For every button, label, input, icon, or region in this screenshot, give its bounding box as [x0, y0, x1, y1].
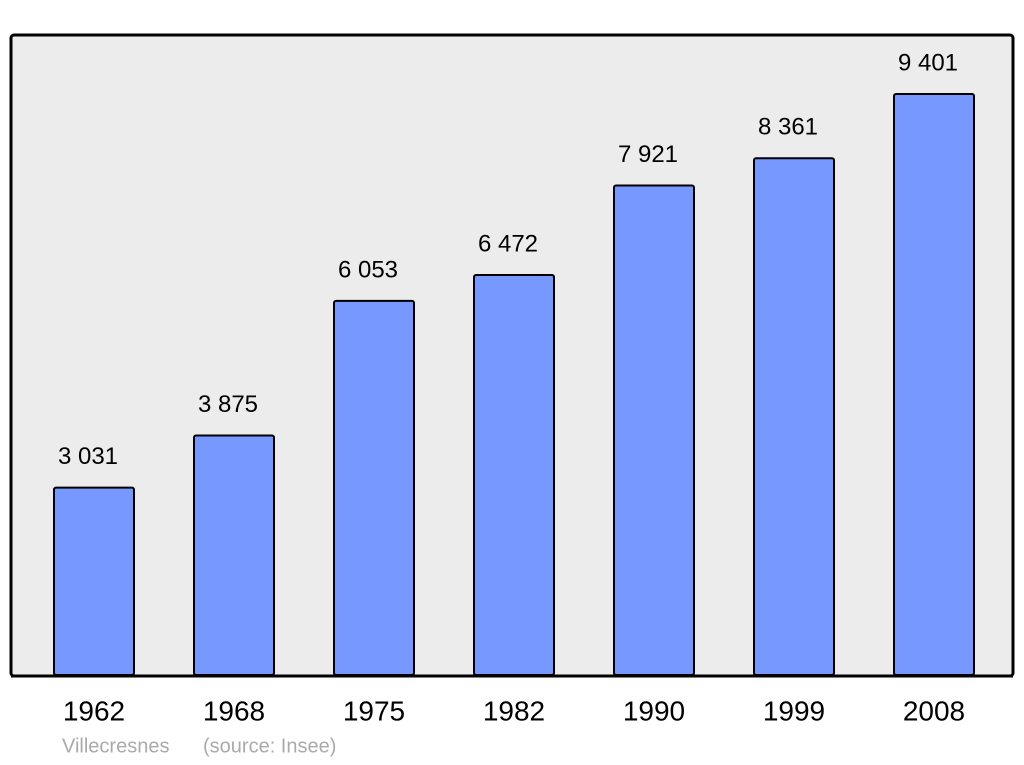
- x-tick-label: 1982: [483, 695, 545, 726]
- footer-place: Villecresnes: [62, 735, 169, 757]
- bar: [613, 184, 695, 676]
- value-label: 3 875: [198, 391, 258, 418]
- x-tick-label: 1975: [343, 695, 405, 726]
- x-tick-label: 2008: [903, 695, 965, 726]
- footer-source: (source: Insee): [203, 735, 336, 757]
- bar: [753, 157, 835, 677]
- value-label: 6 053: [338, 256, 398, 283]
- bar: [333, 299, 415, 676]
- value-label: 6 472: [478, 230, 538, 257]
- bar: [473, 274, 555, 676]
- bar: [193, 434, 275, 676]
- x-tick-label: 1962: [63, 695, 125, 726]
- value-label: 8 361: [758, 114, 818, 141]
- bar: [53, 486, 135, 677]
- value-label: 9 401: [898, 49, 958, 76]
- value-label: 3 031: [58, 443, 118, 470]
- x-tick-label: 1990: [623, 695, 685, 726]
- x-tick-label: 1968: [203, 695, 265, 726]
- bar: [893, 93, 975, 676]
- x-tick-label: 1999: [763, 695, 825, 726]
- value-label: 7 921: [618, 141, 678, 168]
